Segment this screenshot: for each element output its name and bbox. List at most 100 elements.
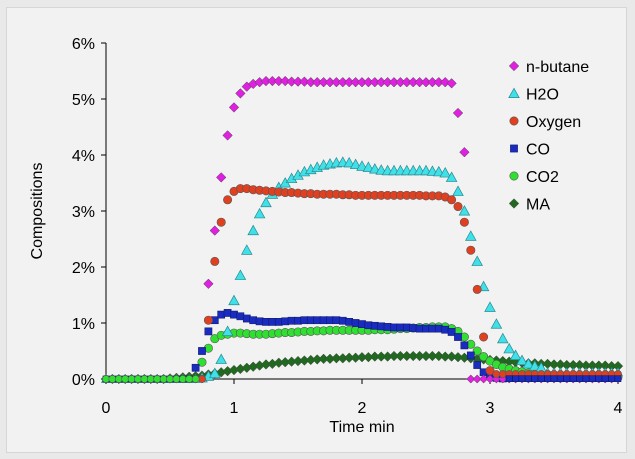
data-point: [522, 357, 535, 369]
data-point: [614, 375, 622, 382]
data-point: [255, 317, 264, 326]
data-point: [492, 370, 501, 378]
data-point: [370, 321, 379, 330]
data-point: [198, 375, 206, 383]
series-oxygen: [203, 184, 495, 376]
data-point: [191, 375, 200, 383]
data-point: [203, 315, 213, 325]
data-point: [332, 316, 341, 325]
data-point: [447, 328, 456, 336]
data-point: [216, 172, 227, 183]
chart-frame: 0% 1% 2% 3% 4% 5% 6% 0 1 2 3 4 Time min Compositions …: [6, 7, 627, 453]
data-point: [402, 323, 411, 332]
data-point: [343, 156, 355, 168]
data-point: [498, 370, 507, 378]
data-point: [223, 309, 232, 317]
data-point: [479, 332, 489, 342]
legend-label: H2O: [526, 87, 559, 104]
data-point: [582, 375, 590, 382]
data-point: [228, 294, 240, 306]
data-point: [601, 375, 609, 382]
data-point: [569, 375, 577, 382]
data-point: [509, 349, 522, 360]
data-point: [459, 147, 470, 158]
data-point: [114, 375, 123, 383]
data-point: [134, 375, 142, 383]
data-point: [439, 166, 451, 178]
data-point: [490, 318, 503, 329]
data-point: [383, 323, 392, 331]
x-tick-label: 2: [358, 400, 367, 417]
data-point: [166, 375, 174, 383]
legend-marker: [508, 87, 520, 99]
data-point: [146, 375, 155, 383]
data-point: [262, 318, 270, 326]
x-axis-title: Time min: [329, 419, 394, 436]
data-point: [345, 318, 354, 326]
data-point: [428, 324, 437, 333]
data-point: [396, 323, 405, 332]
y-axis-title: Compositions: [29, 163, 46, 260]
data-point: [338, 316, 347, 325]
data-point: [471, 255, 483, 266]
data-point: [479, 374, 489, 384]
data-point: [369, 163, 381, 174]
data-point: [434, 324, 443, 333]
data-point: [228, 102, 240, 113]
data-point: [326, 316, 334, 325]
axes: 0% 1% 2% 3% 4% 5% 6% 0 1 2 3 4 Time min Compositions: [29, 36, 623, 436]
data-point: [505, 375, 513, 382]
series-co: [191, 309, 507, 383]
data-point: [121, 375, 130, 383]
data-point: [473, 361, 482, 369]
data-point: [216, 217, 226, 227]
data-point: [222, 130, 233, 141]
data-point: [452, 352, 464, 363]
legend-label: Oxygen: [526, 114, 581, 131]
data-point: [217, 310, 226, 319]
data-point: [377, 322, 386, 331]
data-point: [446, 78, 457, 89]
legend-marker: [509, 116, 519, 126]
data-point: [608, 375, 615, 382]
data-point: [512, 375, 519, 382]
data-point: [274, 318, 283, 326]
data-point: [313, 316, 322, 325]
data-point: [441, 325, 450, 334]
y-tick-label: 5%: [72, 92, 95, 109]
y-tick-label: 6%: [72, 36, 95, 53]
data-point: [178, 375, 187, 383]
data-point: [358, 320, 366, 328]
data-point: [268, 318, 277, 326]
data-point: [433, 165, 445, 177]
x-tick-label: 3: [486, 400, 495, 417]
data-point: [127, 375, 136, 383]
data-point: [281, 317, 290, 326]
y-tick-label: 0%: [72, 372, 95, 389]
data-point: [415, 324, 424, 333]
data-point: [153, 375, 162, 383]
data-point: [557, 375, 564, 382]
data-point: [172, 375, 181, 383]
data-point: [433, 350, 444, 362]
data-point: [191, 363, 200, 372]
data-point: [452, 185, 464, 196]
data-point: [484, 301, 496, 312]
data-point: [465, 230, 477, 241]
data-point: [236, 312, 245, 321]
data-point: [458, 205, 471, 216]
data-point: [223, 195, 233, 205]
data-point: [210, 256, 220, 266]
data-point: [459, 217, 469, 227]
data-point: [460, 341, 469, 350]
legend-marker: [509, 171, 519, 181]
data-point: [525, 375, 532, 382]
series-co2-baseline: [102, 375, 200, 383]
data-point: [159, 375, 168, 383]
data-point: [349, 158, 362, 170]
data-point: [466, 351, 475, 360]
data-point: [516, 354, 528, 366]
data-point: [234, 269, 247, 280]
data-point: [204, 327, 213, 336]
